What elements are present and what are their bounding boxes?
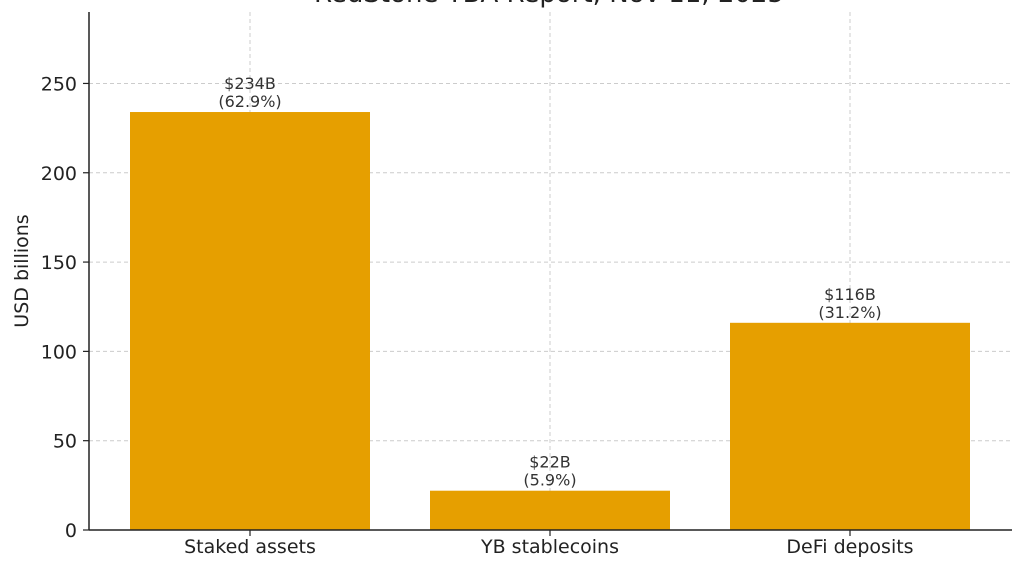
y-tick-label: 250 bbox=[41, 73, 77, 95]
y-tick-label: 0 bbox=[65, 520, 77, 542]
bar-value-label: $234B bbox=[224, 74, 276, 93]
bar-value-label: $22B bbox=[529, 453, 571, 472]
bar bbox=[430, 490, 670, 530]
x-tick-label: YB stablecoins bbox=[480, 536, 619, 558]
chart-title: RedStone YBA Report, Nov 11, 2025 bbox=[314, 0, 784, 9]
bar-value-label: (5.9%) bbox=[523, 471, 576, 490]
y-axis-label: USD billions bbox=[11, 214, 33, 327]
y-ticks: 0 50 100 150 200 250 bbox=[41, 73, 89, 542]
y-tick-label: 100 bbox=[41, 341, 77, 363]
bar bbox=[730, 322, 970, 530]
bars bbox=[130, 112, 970, 530]
x-ticks: Staked assets YB stablecoins DeFi deposits bbox=[184, 530, 914, 558]
bar bbox=[130, 112, 370, 530]
data-labels: $234B(62.9%) $22B(5.9%) $116B(31.2%) bbox=[218, 74, 881, 490]
y-tick-label: 200 bbox=[41, 163, 77, 185]
bar-value-label: (31.2%) bbox=[818, 303, 881, 322]
x-tick-label: DeFi deposits bbox=[786, 536, 913, 558]
y-tick-label: 50 bbox=[53, 431, 77, 453]
bar-value-label: $116B bbox=[824, 285, 876, 304]
x-tick-label: Staked assets bbox=[184, 536, 316, 558]
y-tick-label: 150 bbox=[41, 252, 77, 274]
bar-value-label: (62.9%) bbox=[218, 92, 281, 111]
